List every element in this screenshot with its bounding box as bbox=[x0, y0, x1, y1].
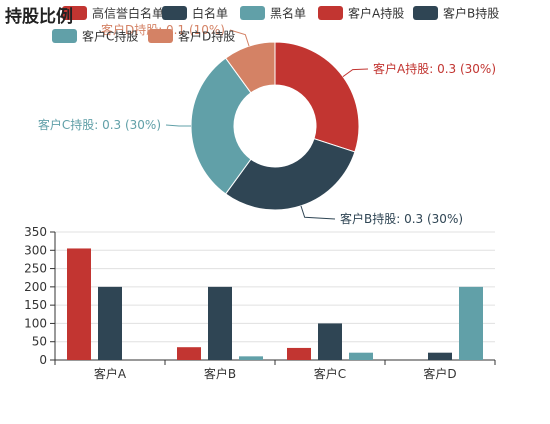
legend-swatch-7[interactable] bbox=[148, 29, 173, 43]
chart-title: 持股比例 bbox=[5, 7, 73, 27]
y-tick-label-7: 300 bbox=[24, 243, 47, 257]
bar-1-1[interactable] bbox=[67, 248, 91, 360]
x-tick-label-1: 客户A bbox=[94, 366, 127, 381]
x-tick-label-3: 客户C bbox=[314, 366, 346, 381]
legend-swatch-5[interactable] bbox=[413, 6, 438, 20]
y-tick-label-3: 100 bbox=[24, 316, 47, 330]
legend-label-7: 客户D持股 bbox=[178, 29, 235, 44]
pie-slice-2[interactable] bbox=[224, 138, 356, 211]
x-tick-label-2: 客户B bbox=[204, 366, 236, 381]
pie-leader-4 bbox=[229, 29, 250, 47]
legend-label-1: 高信誉白名单 bbox=[92, 6, 164, 21]
pie-leader-1 bbox=[342, 68, 369, 78]
legend-swatch-6[interactable] bbox=[52, 29, 77, 43]
bar-3-2[interactable] bbox=[239, 356, 263, 360]
legend-label-6: 客户C持股 bbox=[82, 29, 138, 44]
pie-label-1: 客户A持股: 0.3 (30%) bbox=[373, 61, 496, 76]
bar-1-3[interactable] bbox=[287, 347, 311, 360]
x-tick-label-4: 客户D bbox=[423, 366, 456, 381]
pie-label-2: 客户B持股: 0.3 (30%) bbox=[340, 211, 463, 226]
pie-label-3: 客户C持股: 0.3 (30%) bbox=[38, 117, 161, 132]
y-tick-label-4: 150 bbox=[24, 298, 47, 312]
bar-2-2[interactable] bbox=[208, 286, 232, 360]
legend-swatch-2[interactable] bbox=[162, 6, 187, 20]
legend-label-2: 白名单 bbox=[192, 6, 228, 21]
bar-3-3[interactable] bbox=[349, 352, 373, 360]
legend-swatch-3[interactable] bbox=[240, 6, 265, 20]
bar-2-4[interactable] bbox=[428, 352, 452, 360]
pie-leader-3 bbox=[165, 124, 191, 127]
legend-label-4: 客户A持股 bbox=[348, 6, 404, 21]
y-tick-label-5: 200 bbox=[24, 280, 47, 294]
bar-1-2[interactable] bbox=[177, 347, 201, 360]
pie-slice-3[interactable] bbox=[190, 57, 252, 195]
bar-2-3[interactable] bbox=[318, 323, 342, 360]
pie-slice-4[interactable] bbox=[224, 41, 276, 94]
pie-slice-1[interactable] bbox=[274, 41, 360, 153]
bar-2-1[interactable] bbox=[98, 286, 122, 360]
y-tick-label-1: 0 bbox=[39, 353, 47, 367]
legend-label-5: 客户B持股 bbox=[443, 6, 499, 21]
bar-3-4[interactable] bbox=[459, 286, 483, 360]
y-tick-label-2: 50 bbox=[32, 335, 47, 349]
legend-swatch-1[interactable] bbox=[62, 6, 87, 20]
pie-leader-2 bbox=[300, 205, 336, 220]
y-tick-label-8: 350 bbox=[24, 225, 47, 239]
legend-swatch-4[interactable] bbox=[318, 6, 343, 20]
y-tick-label-6: 250 bbox=[24, 262, 47, 276]
legend-label-3: 黑名单 bbox=[270, 6, 306, 21]
